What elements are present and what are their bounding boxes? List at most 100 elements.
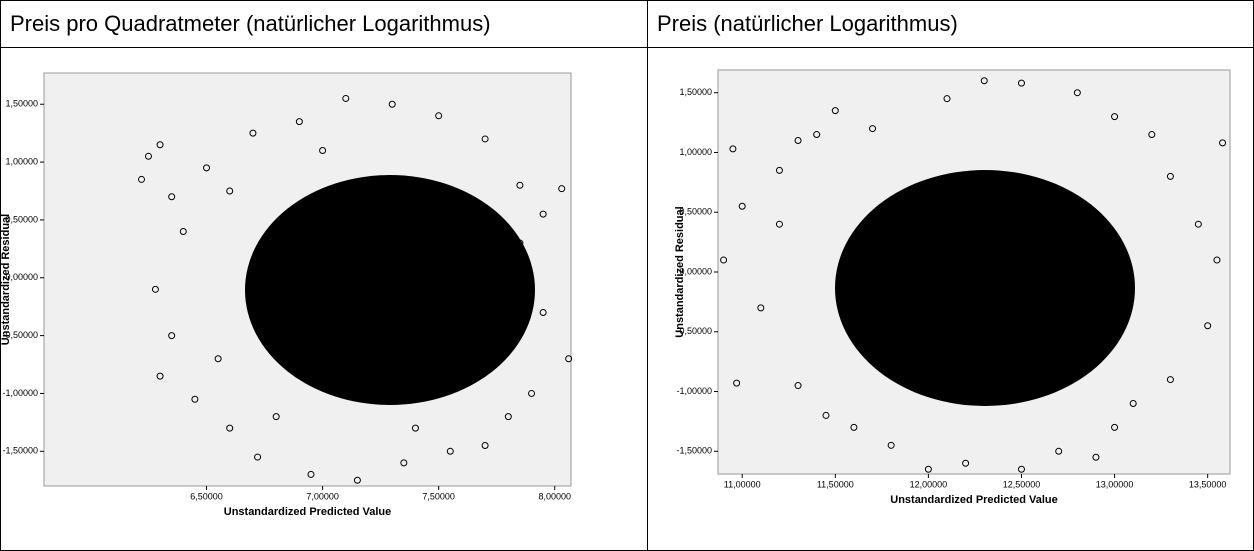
y-tick-label: -1,00000 — [2, 388, 38, 398]
point — [1092, 453, 1100, 461]
y-tick-label: 0,50000 — [679, 207, 712, 217]
point — [1204, 322, 1212, 330]
point — [481, 135, 489, 143]
y-tick-label: 1,00000 — [679, 147, 712, 157]
point — [831, 107, 839, 115]
x-axis-label: Unstandardized Predicted Value — [890, 494, 1058, 506]
x-tick-label: 13,00000 — [1096, 479, 1134, 489]
point — [850, 423, 858, 431]
point — [1017, 79, 1025, 87]
point — [400, 459, 408, 467]
point — [757, 304, 765, 312]
point — [203, 164, 211, 172]
point — [1017, 465, 1025, 473]
point — [1111, 113, 1119, 121]
y-tick-label: 1,00000 — [5, 156, 38, 166]
point — [342, 94, 350, 102]
y-tick-label: -0,50000 — [676, 326, 712, 336]
x-tick-label: 7,50000 — [422, 491, 455, 501]
point — [962, 459, 970, 467]
point — [1129, 399, 1137, 407]
x-tick-label: 11,00000 — [724, 479, 761, 489]
point — [144, 152, 152, 160]
y-tick-label: 0,00000 — [5, 272, 38, 282]
point — [528, 389, 536, 397]
point — [156, 141, 164, 149]
x-axis-label: Unstandardized Predicted Value — [224, 506, 392, 518]
y-tick-label: -1,00000 — [676, 386, 712, 396]
point — [168, 193, 176, 201]
point — [1166, 376, 1174, 384]
x-tick-label: 12,50000 — [1003, 479, 1041, 489]
point — [168, 332, 176, 340]
x-tick-label: 11,50000 — [817, 479, 854, 489]
point — [504, 413, 512, 421]
y-tick-label: 0,00000 — [679, 266, 712, 276]
point — [1219, 139, 1227, 147]
point — [1073, 89, 1081, 97]
y-axis-label: Unstandardized Residual — [674, 206, 686, 337]
point — [435, 112, 443, 120]
y-tick-label: 0,50000 — [5, 214, 38, 224]
point — [565, 355, 573, 363]
point-cloud — [835, 170, 1135, 406]
point — [794, 137, 802, 145]
point — [156, 372, 164, 380]
x-tick-label: 8,00000 — [538, 491, 571, 501]
point — [720, 256, 728, 264]
point — [869, 125, 877, 133]
point — [794, 382, 802, 390]
point — [539, 308, 547, 316]
point — [446, 447, 454, 455]
point — [226, 424, 234, 432]
point — [887, 441, 895, 449]
point — [1111, 423, 1119, 431]
point — [516, 239, 524, 247]
point — [388, 100, 396, 108]
y-tick-label: -1,50000 — [676, 446, 712, 456]
column-title: Preis (natürlicher Logarithmus) — [657, 11, 958, 36]
y-tick-label: -1,50000 — [2, 446, 38, 456]
point — [539, 210, 547, 218]
point — [411, 424, 419, 432]
point — [1213, 256, 1221, 264]
point — [272, 413, 280, 421]
point — [254, 453, 262, 461]
point — [295, 118, 303, 126]
point — [179, 227, 187, 235]
x-tick-label: 7,00000 — [306, 491, 339, 501]
point — [729, 145, 737, 153]
point — [775, 166, 783, 174]
point — [151, 285, 159, 293]
point — [980, 77, 988, 85]
point — [775, 220, 783, 228]
y-tick-label: -0,50000 — [2, 330, 38, 340]
point — [1194, 220, 1202, 228]
point — [733, 379, 741, 387]
point — [558, 185, 566, 193]
y-tick-label: 1,50000 — [5, 99, 38, 109]
point — [813, 131, 821, 139]
x-tick-label: 12,00000 — [910, 479, 948, 489]
x-tick-label: 13,50000 — [1189, 479, 1227, 489]
point — [138, 175, 146, 183]
point — [307, 470, 315, 478]
point — [1148, 131, 1156, 139]
point-cloud — [245, 175, 535, 405]
point — [1166, 172, 1174, 180]
y-tick-label: 1,50000 — [679, 87, 712, 97]
point — [319, 147, 327, 155]
point — [822, 411, 830, 419]
point — [516, 181, 524, 189]
point — [226, 187, 234, 195]
point — [353, 476, 361, 484]
point — [214, 355, 222, 363]
point — [738, 202, 746, 210]
point — [481, 442, 489, 450]
y-axis-label: Unstandardized Residual — [0, 214, 12, 345]
x-tick-label: 6,50000 — [190, 491, 223, 501]
point — [191, 395, 199, 403]
point — [1055, 447, 1063, 455]
point — [924, 465, 932, 473]
